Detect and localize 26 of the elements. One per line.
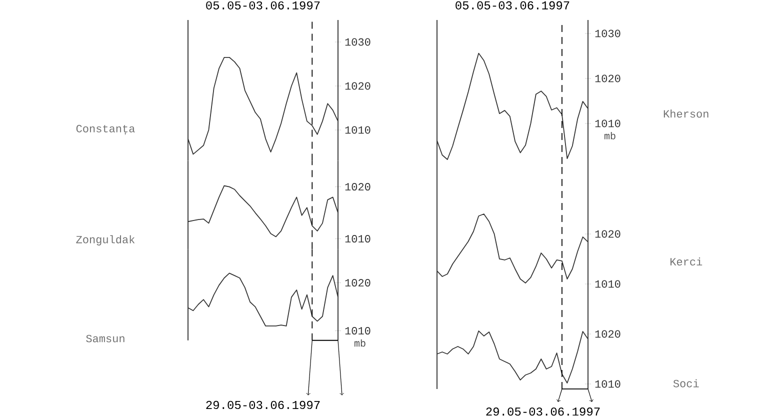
y-tick-label: 1020 [595, 230, 620, 238]
y-tick-label: 1030 [345, 38, 370, 46]
text: 29.05-03.06.1997 [206, 400, 320, 410]
y-axis-title: Constanța [76, 124, 135, 135]
y-tick-label: 1020 [595, 74, 620, 82]
chart-title: 05.05-03.06.1997 [206, 1, 320, 10]
y-tick-label: 1020 [345, 279, 370, 287]
y-tick-label: 1010 [345, 126, 370, 134]
text: 29.05-03.06.1997 [486, 408, 600, 416]
y-tick-label: 1010 [595, 380, 620, 388]
text: mb [604, 132, 616, 140]
y-tick-label: 1010 [345, 327, 370, 335]
y-tick-label: 1020 [345, 183, 370, 191]
text: mb [354, 339, 366, 347]
y-tick-label: 1030 [595, 30, 620, 38]
y-axis-title: Kherson [664, 110, 708, 118]
y-axis-title: Kerci [670, 257, 702, 266]
y-tick-label: 1010 [345, 235, 370, 243]
y-axis-title: Zonguldak [76, 235, 135, 246]
y-tick-label: 1020 [345, 82, 370, 90]
y-tick-label: 1010 [595, 280, 620, 288]
y-axis-title: Soci [673, 379, 699, 388]
chart-title: 05.05-03.06.1997 [456, 1, 570, 10]
y-axis-title: Samsun [86, 334, 124, 342]
y-tick-label: 1010 [595, 120, 620, 128]
y-tick-label: 1020 [595, 330, 620, 338]
